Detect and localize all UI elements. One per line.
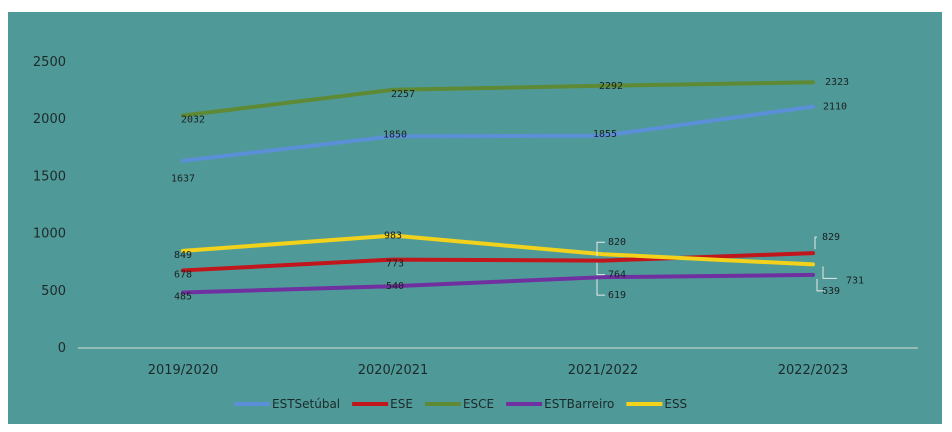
data-label-estbarreiro: 485 <box>174 292 192 303</box>
data-label-estsetubal: 1850 <box>383 129 407 140</box>
legend-label-ess: ESS <box>664 397 687 411</box>
data-label-estsetubal: 2110 <box>823 102 847 113</box>
y-tick-label: 2000 <box>33 112 66 127</box>
data-labels: 1637 1850 1855 2110 678 773 764 829 2032 2257 2292… <box>171 77 864 302</box>
series-line-esce <box>181 80 815 118</box>
leader-line <box>596 279 605 296</box>
x-tick-label: 2019/2020 <box>148 363 219 378</box>
line-chart: 0 500 1000 1500 2000 2500 2019/2020 2020/2021 20… <box>33 55 918 411</box>
y-tick-label: 2500 <box>33 55 66 70</box>
y-tick-label: 500 <box>41 284 66 299</box>
legend-label-estsetubal: ESTSetúbal <box>272 397 340 411</box>
series-line-estbarreiro <box>181 272 815 295</box>
series-line-estsetubal <box>181 104 815 163</box>
data-label-estsetubal: 1637 <box>171 174 195 185</box>
data-label-estsetubal: 1855 <box>593 129 617 140</box>
data-label-esce: 2257 <box>391 89 415 100</box>
data-label-ese: 829 <box>822 232 840 243</box>
leader-line <box>822 266 837 279</box>
data-label-ess: 731 <box>846 275 864 286</box>
y-tick-label: 0 <box>58 341 66 356</box>
data-label-esce: 2032 <box>181 115 205 126</box>
data-label-estbarreiro: 540 <box>386 281 404 292</box>
series-line-ess <box>181 233 815 267</box>
legend: ESTSetúbal ESE ESCE ESTBarreiro ESS <box>234 397 687 411</box>
leader-line <box>816 278 825 292</box>
data-label-estbarreiro: 639 <box>822 286 840 297</box>
y-tick-label: 1500 <box>33 169 66 184</box>
leader-line <box>596 262 605 276</box>
data-label-ese: 773 <box>386 259 404 270</box>
leader-line <box>596 241 605 257</box>
axes: 0 500 1000 1500 2000 2500 2019/2020 2020/2021 20… <box>33 55 918 378</box>
legend-label-ese: ESE <box>390 397 413 411</box>
series-line-ese <box>181 251 815 273</box>
legend-label-estbarreiro: ESTBarreiro <box>544 397 614 411</box>
data-label-ess: 983 <box>384 231 402 242</box>
data-label-ese: 764 <box>608 270 626 281</box>
data-label-esce: 2292 <box>599 81 623 92</box>
x-tick-label: 2022/2023 <box>778 363 849 378</box>
chart-area: 0 500 1000 1500 2000 2500 2019/2020 2020/2021 20… <box>8 12 942 424</box>
leader-line <box>814 236 817 250</box>
x-tick-label: 2021/2022 <box>568 363 639 378</box>
y-tick-label: 1000 <box>33 227 66 242</box>
data-label-esce: 2323 <box>825 77 849 88</box>
data-label-estbarreiro: 619 <box>608 290 626 301</box>
data-label-ess: 820 <box>608 237 626 248</box>
data-label-ess: 849 <box>174 250 192 261</box>
data-label-ese: 678 <box>174 269 192 280</box>
x-tick-label: 2020/2021 <box>358 363 429 378</box>
series-lines <box>181 80 815 295</box>
legend-label-esce: ESCE <box>463 397 494 411</box>
